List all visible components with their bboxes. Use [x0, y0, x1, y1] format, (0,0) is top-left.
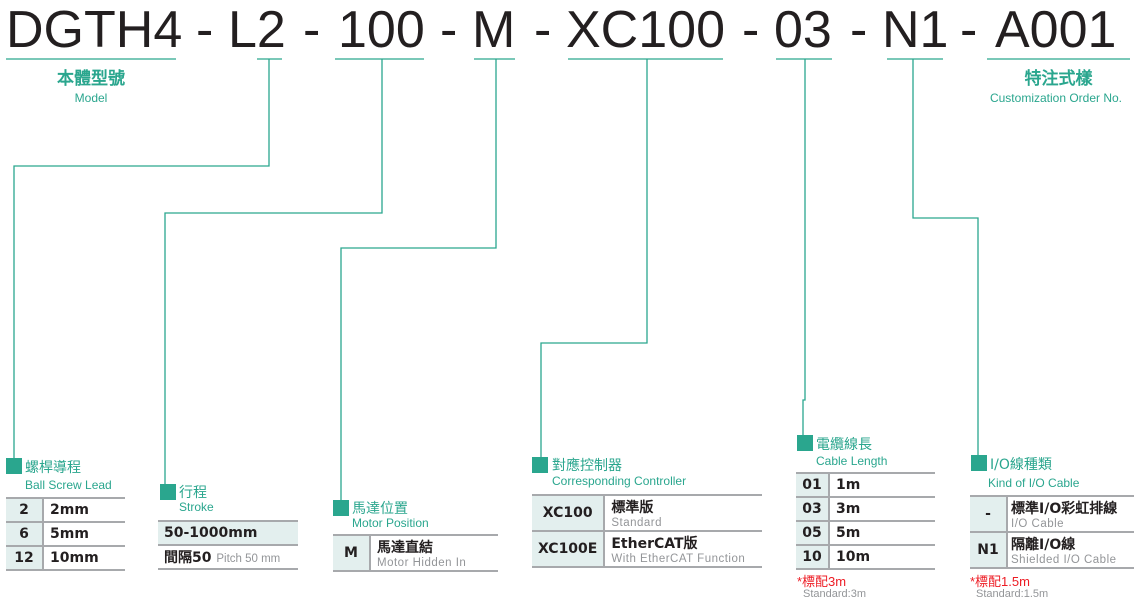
controller-code: XC100	[532, 494, 606, 532]
marker-square	[971, 455, 987, 471]
io-note-en: Standard:1.5m	[976, 588, 1049, 600]
controller-table: XC100 標準版 Standard XC100E EtherCAT版 With Eth…	[532, 494, 762, 568]
io-code: N1	[970, 532, 1008, 569]
lead-code: 2	[6, 497, 44, 523]
motor-value-en: Motor Hidden In	[377, 557, 467, 569]
cable-value: 1m	[829, 472, 935, 498]
motor-table: M 馬達直結 Motor Hidden In	[333, 534, 498, 572]
cable-code: 10	[796, 545, 830, 570]
table-row: 05 5m	[796, 521, 935, 546]
model-label-en: Model	[74, 91, 108, 105]
io-table: - 標準I/O彩虹排線 I/O Cable N1 隔離I/O線 Shielded I/O…	[970, 495, 1134, 569]
lead-value: 2mm	[43, 497, 125, 523]
cable-note: *標配3m	[797, 574, 847, 589]
code-controller: XC100	[566, 1, 725, 59]
stroke-subtitle: Stroke	[179, 500, 214, 514]
model-label-zh: 本體型號	[57, 69, 125, 89]
controller-value-en: With EtherCAT Function	[611, 553, 746, 565]
cable-value: 3m	[829, 497, 935, 522]
motor-value: 馬達直結	[377, 540, 433, 556]
lead-value: 10mm	[43, 546, 125, 571]
controller-value-en: Standard	[611, 517, 663, 529]
cable-subtitle: Cable Length	[816, 454, 888, 468]
table-row: 10 10m	[796, 545, 935, 570]
controller-subtitle: Corresponding Controller	[552, 474, 687, 488]
table-row: 03 3m	[796, 497, 935, 522]
code-motor: M	[472, 1, 516, 59]
cable-title: 電纜線長	[816, 437, 872, 453]
controller-code: XC100E	[532, 531, 606, 568]
stroke-pitch-zh: 間隔50	[164, 550, 212, 566]
lead-code: 12	[6, 546, 44, 571]
cable-code: 01	[796, 472, 830, 498]
cable-code: 05	[796, 521, 830, 546]
table-row: 間隔50 Pitch 50 mm	[158, 545, 298, 570]
table-row: - 標準I/O彩虹排線 I/O Cable	[970, 495, 1134, 533]
io-value: 隔離I/O線	[1011, 537, 1076, 553]
io-title: I/O線種類	[990, 457, 1052, 473]
lead-subtitle: Ball Screw Lead	[25, 478, 112, 492]
stroke-table: 50-1000mm 間隔50 Pitch 50 mm	[158, 520, 298, 570]
table-row: N1 隔離I/O線 Shielded I/O Cable	[970, 532, 1134, 569]
io-value-en: Shielded I/O Cable	[1011, 554, 1117, 566]
code-io: N1	[882, 1, 949, 59]
cable-note-en: Standard:3m	[803, 588, 866, 600]
table-row: XC100 標準版 Standard	[532, 494, 762, 532]
table-row: 6 5mm	[6, 522, 125, 547]
io-code: -	[970, 495, 1008, 533]
controller-value: 標準版	[611, 500, 654, 516]
cable-code: 03	[796, 497, 830, 522]
table-row: 2 2mm	[6, 497, 125, 523]
table-row: M 馬達直結 Motor Hidden In	[333, 534, 498, 572]
table-row: 01 1m	[796, 472, 935, 498]
marker-square	[160, 484, 176, 500]
code-sep: -	[440, 1, 458, 59]
motor-subtitle: Motor Position	[352, 516, 429, 530]
marker-square	[333, 500, 349, 516]
code-lead: L2	[228, 1, 286, 59]
lead-title: 螺桿導程	[25, 460, 81, 476]
code-cable: 03	[774, 1, 832, 59]
lead-value: 5mm	[43, 522, 125, 547]
custom-label-en: Customization Order No.	[989, 91, 1123, 105]
code-stroke: 100	[338, 1, 425, 59]
code-custom: A001	[995, 1, 1117, 59]
table-row: 50-1000mm	[158, 520, 298, 546]
code-sep: -	[960, 1, 978, 59]
motor-code: M	[333, 534, 371, 572]
code-sep: -	[850, 1, 868, 59]
lead-table: 2 2mm 6 5mm 12 10mm	[6, 497, 125, 571]
stroke-title: 行程	[179, 485, 207, 501]
code-sep: -	[196, 1, 214, 59]
marker-square	[797, 435, 813, 451]
io-value-en: I/O Cable	[1011, 518, 1065, 530]
custom-label-zh: 特注式樣	[1024, 69, 1093, 89]
marker-square	[6, 458, 22, 474]
marker-square	[532, 457, 548, 473]
cable-table: 01 1m 03 3m 05 5m 10 10m	[796, 472, 935, 570]
cable-value: 10m	[829, 545, 935, 570]
motor-title: 馬達位置	[352, 501, 408, 517]
table-row: 12 10mm	[6, 546, 125, 571]
controller-value: EtherCAT版	[611, 536, 698, 552]
stroke-pitch-en: Pitch 50 mm	[216, 553, 281, 565]
lead-code: 6	[6, 522, 44, 547]
cable-value: 5m	[829, 521, 935, 546]
code-sep: -	[303, 1, 321, 59]
table-row: XC100E EtherCAT版 With EtherCAT Function	[532, 531, 762, 568]
io-note: *標配1.5m	[970, 574, 1030, 589]
code-sep: -	[534, 1, 552, 59]
code-sep: -	[742, 1, 760, 59]
io-subtitle: Kind of I/O Cable	[988, 476, 1080, 490]
controller-title: 對應控制器	[552, 458, 622, 474]
code-model: DGTH4	[6, 1, 183, 59]
io-value: 標準I/O彩虹排線	[1011, 501, 1118, 517]
stroke-range: 50-1000mm	[158, 520, 298, 546]
